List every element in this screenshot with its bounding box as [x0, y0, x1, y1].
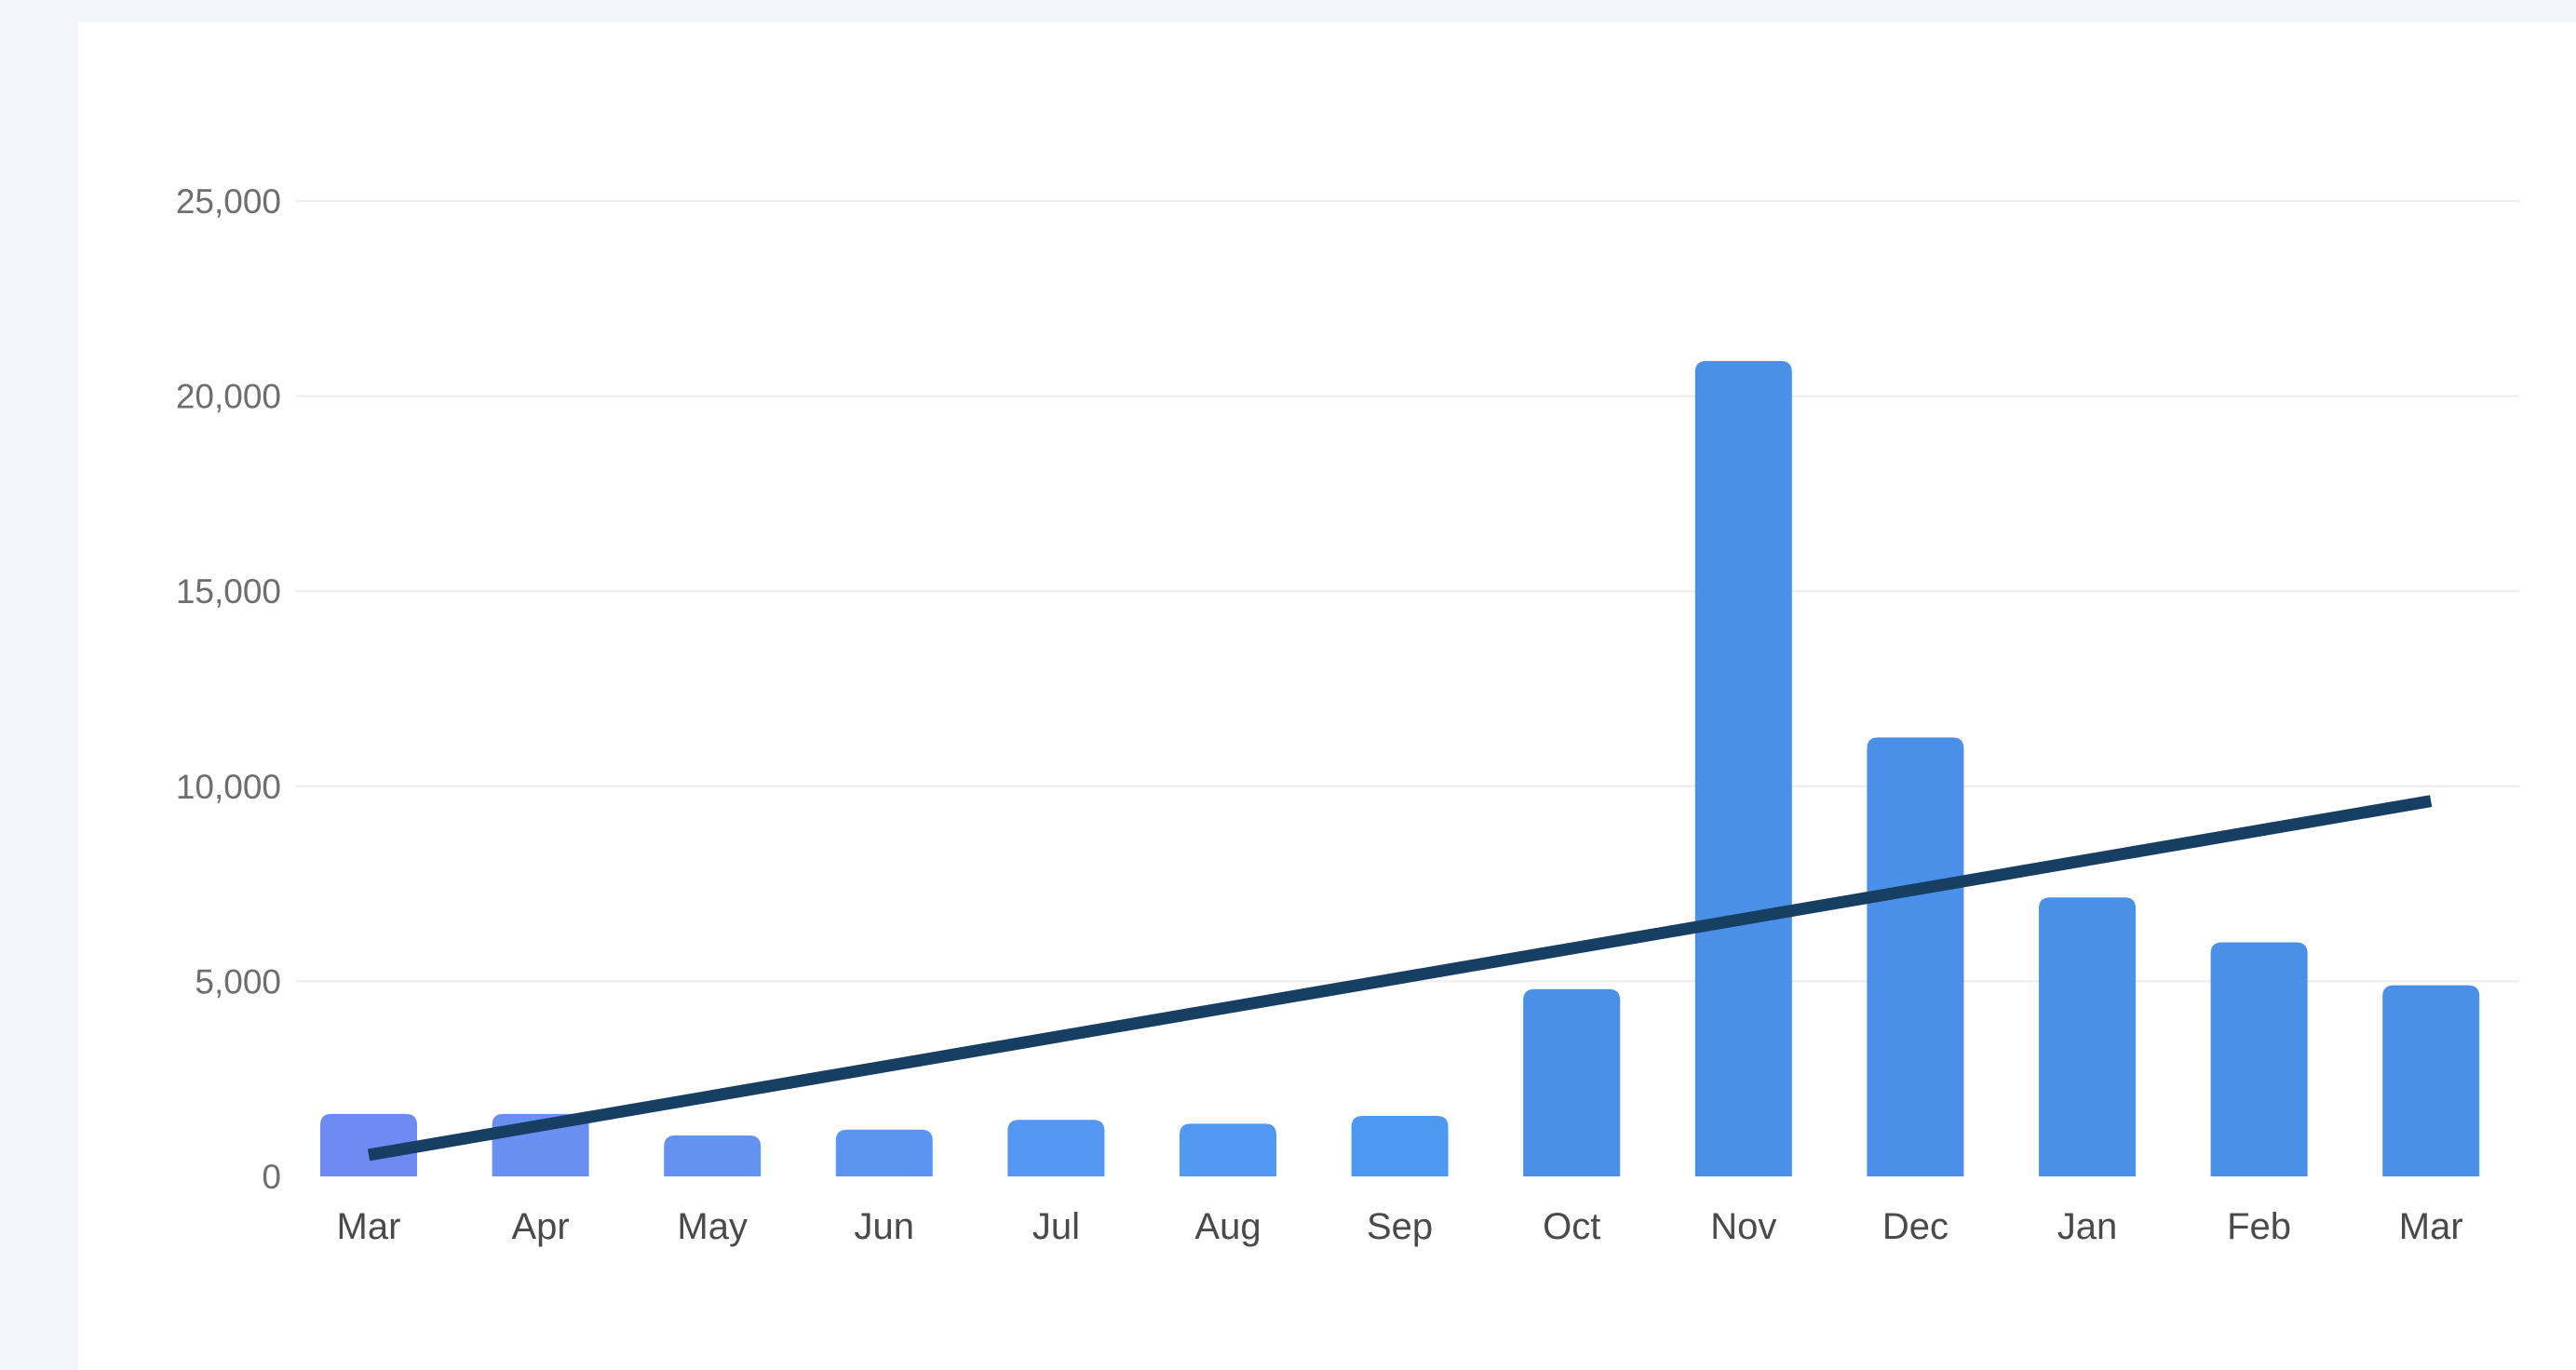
x-tick-label: Aug — [1194, 1206, 1261, 1247]
chart-card: 0 5,000 10,000 15,000 20,000 25,000 Mar Apr May… — [78, 22, 2576, 1370]
gridlines — [296, 200, 2519, 983]
bar — [2210, 942, 2308, 1176]
x-tick-label: Jun — [855, 1206, 915, 1247]
bar — [2382, 985, 2480, 1176]
x-tick-label: Feb — [2227, 1206, 2291, 1247]
trend-line-layer — [367, 795, 2433, 1162]
x-tick-label: May — [677, 1206, 748, 1247]
bar — [320, 1113, 417, 1176]
y-tick-label: 10,000 — [176, 768, 281, 806]
x-tick-label: Dec — [1882, 1206, 1949, 1247]
y-axis-tick-labels: 0 5,000 10,000 15,000 20,000 25,000 — [176, 182, 281, 1196]
x-tick-label: Jan — [2057, 1206, 2118, 1247]
bar — [1694, 360, 1792, 1176]
bar — [1007, 1120, 1105, 1176]
x-tick-label: Nov — [1710, 1206, 1776, 1247]
y-tick-label: 25,000 — [176, 182, 281, 221]
bar-chart: 0 5,000 10,000 15,000 20,000 25,000 Mar Apr May… — [176, 182, 2519, 1247]
bar — [1180, 1123, 1276, 1176]
bar — [1523, 988, 1621, 1176]
x-tick-label: Oct — [1543, 1206, 1600, 1247]
x-tick-label: Mar — [337, 1206, 401, 1247]
bar — [664, 1135, 762, 1176]
y-tick-label: 20,000 — [176, 378, 281, 416]
bars — [320, 360, 2480, 1176]
trend-line — [367, 795, 2433, 1162]
x-tick-label: Mar — [2399, 1206, 2463, 1247]
bar — [2039, 897, 2136, 1176]
x-axis-tick-labels: Mar Apr May Jun Jul Aug Sep Oct Nov Dec Jan Feb Mar — [337, 1206, 2463, 1247]
x-tick-label: Sep — [1367, 1206, 1433, 1247]
bar — [1351, 1116, 1449, 1176]
y-tick-label: 15,000 — [176, 572, 281, 611]
x-tick-label: Apr — [511, 1206, 569, 1247]
bar — [835, 1129, 933, 1176]
x-tick-label: Jul — [1032, 1206, 1080, 1247]
y-tick-label: 5,000 — [195, 962, 281, 1001]
y-tick-label: 0 — [262, 1158, 281, 1196]
bar — [1867, 737, 1964, 1176]
